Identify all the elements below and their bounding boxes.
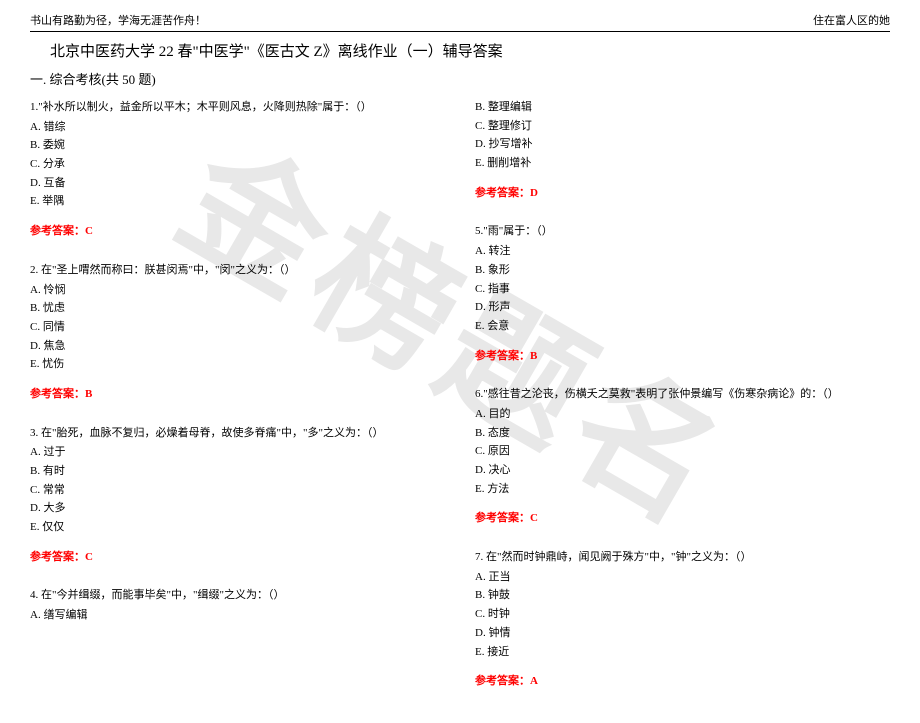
question-text: 7. 在"然而时钟鼎峙，闻见阙于殊方"中，"钟"之义为：（） <box>475 548 890 567</box>
option: A. 转注 <box>475 242 890 261</box>
option: C. 常常 <box>30 481 445 500</box>
columns-container: 1."补水所以制火，益金所以平木；木平则风息，火降则热除"属于：（）A. 错综B… <box>30 98 890 711</box>
question-text: 6."感往昔之沦丧，伤横夭之莫救"表明了张仲景编写《伤寒杂病论》的：（） <box>475 385 890 404</box>
option: B. 整理编辑 <box>475 98 890 117</box>
option: C. 指事 <box>475 280 890 299</box>
option: A. 正当 <box>475 568 890 587</box>
right-column: B. 整理编辑C. 整理修订D. 抄写增补E. 删削增补参考答案：D 5."雨"属… <box>475 98 890 711</box>
option: C. 时钟 <box>475 605 890 624</box>
option: D. 大多 <box>30 499 445 518</box>
answer: 参考答案：B <box>30 385 445 404</box>
option: E. 会意 <box>475 317 890 336</box>
option: D. 钟情 <box>475 624 890 643</box>
answer: 参考答案：C <box>30 222 445 241</box>
answer: 参考答案：C <box>30 548 445 567</box>
left-column: 1."补水所以制火，益金所以平木；木平则风息，火降则热除"属于：（）A. 错综B… <box>30 98 445 711</box>
option: E. 接近 <box>475 643 890 662</box>
option: A. 错综 <box>30 118 445 137</box>
page-title: 北京中医药大学 22 春"中医学"《医古文 Z》离线作业（一）辅导答案 <box>50 40 890 61</box>
option: A. 过于 <box>30 443 445 462</box>
question-block: 6."感往昔之沦丧，伤横夭之莫救"表明了张仲景编写《伤寒杂病论》的：（）A. 目… <box>475 385 890 528</box>
question-text: 1."补水所以制火，益金所以平木；木平则风息，火降则热除"属于：（） <box>30 98 445 117</box>
option: B. 忧虑 <box>30 299 445 318</box>
option: B. 态度 <box>475 424 890 443</box>
option: D. 抄写增补 <box>475 135 890 154</box>
option: D. 焦急 <box>30 337 445 356</box>
option: B. 钟鼓 <box>475 586 890 605</box>
answer: 参考答案：C <box>475 509 890 528</box>
option: A. 目的 <box>475 405 890 424</box>
option: C. 分承 <box>30 155 445 174</box>
option: E. 仅仅 <box>30 518 445 537</box>
option: D. 互备 <box>30 174 445 193</box>
page-content: 书山有路勤为径，学海无涯苦作舟！ 住在富人区的她 北京中医药大学 22 春"中医… <box>0 0 920 723</box>
option: B. 委婉 <box>30 136 445 155</box>
header-left: 书山有路勤为径，学海无涯苦作舟！ <box>30 12 206 28</box>
header-right: 住在富人区的她 <box>813 12 890 28</box>
option: E. 忧伤 <box>30 355 445 374</box>
option: C. 同情 <box>30 318 445 337</box>
page-header: 书山有路勤为径，学海无涯苦作舟！ 住在富人区的她 <box>30 12 890 32</box>
question-block: 1."补水所以制火，益金所以平木；木平则风息，火降则热除"属于：（）A. 错综B… <box>30 98 445 241</box>
question-text: 5."雨"属于：（） <box>475 222 890 241</box>
question-text: 2. 在"圣上喟然而称曰：朕甚闵焉"中，"闵"之义为：（） <box>30 261 445 280</box>
answer: 参考答案：D <box>475 184 890 203</box>
option: B. 有时 <box>30 462 445 481</box>
option: A. 缮写编辑 <box>30 606 445 625</box>
question-block: B. 整理编辑C. 整理修订D. 抄写增补E. 删削增补参考答案：D <box>475 98 890 202</box>
answer: 参考答案：B <box>475 347 890 366</box>
question-block: 2. 在"圣上喟然而称曰：朕甚闵焉"中，"闵"之义为：（）A. 怜悯B. 忧虑C… <box>30 261 445 404</box>
question-block: 7. 在"然而时钟鼎峙，闻见阙于殊方"中，"钟"之义为：（）A. 正当B. 钟鼓… <box>475 548 890 691</box>
question-block: 5."雨"属于：（）A. 转注B. 象形C. 指事D. 形声E. 会意参考答案：… <box>475 222 890 365</box>
option: D. 形声 <box>475 298 890 317</box>
option: B. 象形 <box>475 261 890 280</box>
option: C. 整理修订 <box>475 117 890 136</box>
option: C. 原因 <box>475 442 890 461</box>
question-text: 3. 在"胎死，血脉不复归，必燥着母脊，故使多脊痛"中，"多"之义为：（） <box>30 424 445 443</box>
question-text: 4. 在"今并缉缀，而能事毕矣"中，"缉缀"之义为：（） <box>30 586 445 605</box>
option: A. 怜悯 <box>30 281 445 300</box>
option: D. 决心 <box>475 461 890 480</box>
option: E. 删削增补 <box>475 154 890 173</box>
question-block: 3. 在"胎死，血脉不复归，必燥着母脊，故使多脊痛"中，"多"之义为：（）A. … <box>30 424 445 567</box>
question-block: 4. 在"今并缉缀，而能事毕矣"中，"缉缀"之义为：（）A. 缮写编辑 <box>30 586 445 624</box>
section-title: 一. 综合考核(共 50 题) <box>30 69 890 88</box>
option: E. 方法 <box>475 480 890 499</box>
answer: 参考答案：A <box>475 672 890 691</box>
option: E. 举隅 <box>30 192 445 211</box>
